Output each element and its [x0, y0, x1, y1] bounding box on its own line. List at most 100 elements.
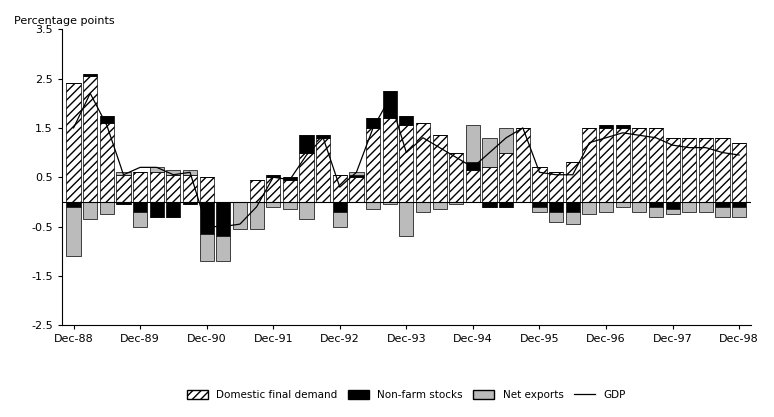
- Bar: [382, 91, 397, 118]
- Bar: [333, 212, 347, 226]
- Bar: [249, 180, 264, 202]
- Bar: [116, 202, 131, 204]
- Bar: [615, 202, 630, 207]
- Bar: [449, 202, 464, 204]
- Bar: [449, 153, 464, 202]
- Bar: [666, 138, 680, 202]
- Bar: [615, 128, 630, 202]
- Bar: [533, 202, 546, 207]
- Bar: [67, 202, 80, 207]
- Bar: [515, 128, 530, 202]
- Bar: [566, 212, 580, 224]
- Bar: [333, 175, 347, 202]
- Bar: [533, 207, 546, 212]
- Bar: [67, 83, 80, 202]
- Bar: [649, 207, 663, 217]
- Bar: [200, 234, 214, 261]
- Bar: [482, 167, 497, 202]
- Bar: [482, 138, 497, 167]
- Bar: [266, 175, 280, 177]
- Bar: [599, 126, 613, 128]
- Text: Percentage points: Percentage points: [14, 16, 115, 26]
- Bar: [466, 170, 480, 202]
- Bar: [366, 118, 380, 128]
- Bar: [166, 175, 180, 202]
- Bar: [349, 172, 364, 175]
- Bar: [100, 123, 114, 202]
- Bar: [333, 202, 347, 212]
- Bar: [549, 202, 563, 212]
- Legend: Domestic final demand, Non-farm stocks, Net exports, GDP: Domestic final demand, Non-farm stocks, …: [184, 387, 628, 403]
- Bar: [549, 172, 563, 202]
- Bar: [699, 202, 713, 212]
- Bar: [582, 128, 597, 202]
- Bar: [399, 202, 413, 236]
- Bar: [732, 202, 746, 207]
- Bar: [100, 116, 114, 123]
- Bar: [83, 76, 98, 202]
- Bar: [499, 128, 513, 153]
- Bar: [499, 153, 513, 202]
- Bar: [666, 209, 680, 214]
- Bar: [416, 202, 430, 212]
- Bar: [433, 135, 447, 202]
- Bar: [233, 202, 247, 229]
- Bar: [300, 153, 313, 202]
- Bar: [183, 175, 197, 202]
- Bar: [83, 202, 98, 219]
- Bar: [149, 202, 164, 217]
- Bar: [100, 202, 114, 214]
- Bar: [116, 172, 131, 175]
- Bar: [200, 177, 214, 202]
- Bar: [682, 138, 697, 202]
- Bar: [682, 202, 697, 212]
- Bar: [732, 143, 746, 202]
- Bar: [366, 128, 380, 202]
- Bar: [715, 207, 730, 217]
- Bar: [133, 212, 147, 226]
- Bar: [166, 202, 180, 217]
- Bar: [266, 202, 280, 207]
- Bar: [67, 207, 80, 256]
- Bar: [216, 202, 231, 236]
- Bar: [732, 207, 746, 217]
- Bar: [649, 128, 663, 202]
- Bar: [183, 170, 197, 175]
- Bar: [283, 177, 297, 180]
- Bar: [549, 212, 563, 222]
- Bar: [200, 202, 214, 234]
- Bar: [416, 123, 430, 202]
- Bar: [149, 167, 164, 172]
- Bar: [566, 202, 580, 212]
- Bar: [133, 202, 147, 212]
- Bar: [466, 163, 480, 170]
- Bar: [599, 202, 613, 212]
- Bar: [599, 128, 613, 202]
- Bar: [649, 202, 663, 207]
- Bar: [216, 236, 231, 261]
- Bar: [582, 202, 597, 214]
- Bar: [399, 116, 413, 126]
- Bar: [699, 138, 713, 202]
- Bar: [499, 202, 513, 207]
- Bar: [149, 172, 164, 202]
- Bar: [382, 118, 397, 202]
- Bar: [399, 126, 413, 202]
- Bar: [632, 128, 646, 202]
- Bar: [83, 74, 98, 76]
- Bar: [316, 135, 330, 138]
- Bar: [632, 202, 646, 212]
- Bar: [366, 202, 380, 209]
- Bar: [283, 202, 297, 209]
- Bar: [433, 202, 447, 209]
- Bar: [666, 202, 680, 209]
- Bar: [183, 202, 197, 204]
- Bar: [715, 138, 730, 202]
- Bar: [482, 202, 497, 207]
- Bar: [166, 170, 180, 175]
- Bar: [249, 202, 264, 229]
- Bar: [566, 163, 580, 202]
- Bar: [316, 138, 330, 202]
- Bar: [382, 202, 397, 204]
- Bar: [349, 177, 364, 202]
